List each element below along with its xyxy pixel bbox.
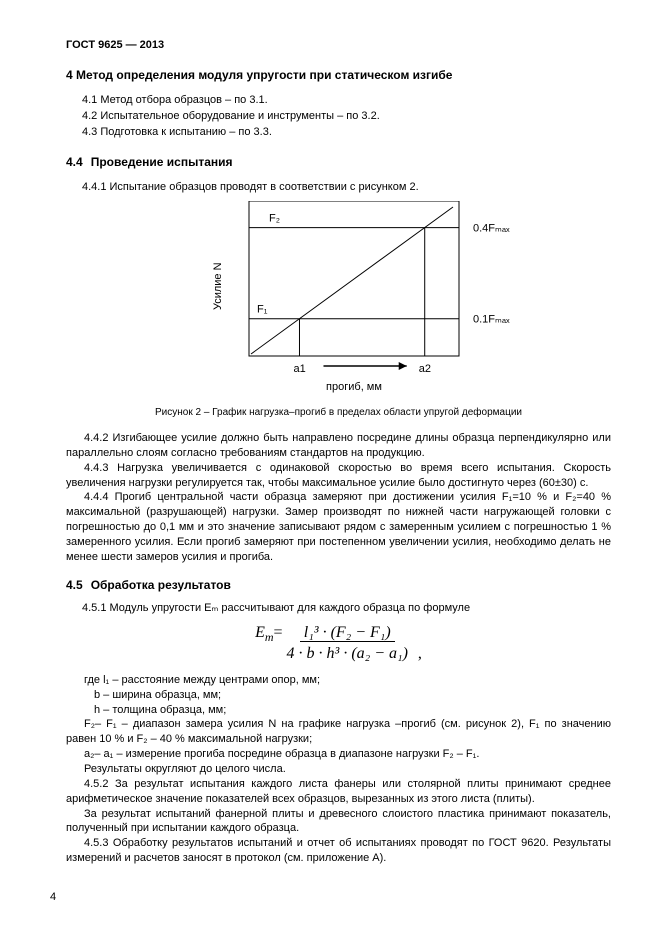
heading-text: Обработка результатов <box>91 578 231 592</box>
section-4-5-heading: 4.5 Обработка результатов <box>66 577 611 593</box>
para-4-4-4: 4.4.4 Прогиб центральной части образца з… <box>66 490 611 564</box>
para-4-1: 4.1 Метод отбора образцов – по 3.1. <box>82 93 611 108</box>
para-4-2: 4.2 Испытательное оборудование и инструм… <box>82 109 611 124</box>
svg-text:0.4Fₘₐₓ: 0.4Fₘₐₓ <box>473 222 510 234</box>
section-4-heading: 4 Метод определения модуля упругости при… <box>66 67 611 83</box>
heading-text: 4 Метод определения модуля упругости при… <box>66 68 452 82</box>
formula-comma: , <box>412 643 422 665</box>
para-4-5-2: 4.5.2 За результат испытания каждого лис… <box>66 777 611 807</box>
formula-fraction: l₁³ · (F₂ − F₁) 4 · b · h³ · (a₂ − a₁) <box>283 622 412 665</box>
heading-num: 4.5 <box>66 578 83 592</box>
para-4-5-1: 4.5.1 Модуль упругости Eₘ рассчитывают д… <box>82 601 611 616</box>
section-4-list: 4.1 Метод отбора образцов – по 3.1. 4.2 … <box>82 93 611 140</box>
svg-text:Усилие N: Усилие N <box>212 262 224 310</box>
figure-caption: Рисунок 2 – График нагрузка–прогиб в пре… <box>66 406 611 420</box>
page: ГОСТ 9625 — 2013 4 Метод определения мод… <box>0 0 661 935</box>
section-4-4-body: 4.4.2 Изгибающее усилие должно быть напр… <box>66 431 611 565</box>
heading-text: Проведение испытания <box>91 155 233 169</box>
chart-container: Усилие N F₂ F₁ 0.4Fₘₐₓ 0.1Fₘₐₓ a1 a2 прогиб, мм <box>66 201 611 396</box>
heading-num: 4.4 <box>66 155 83 169</box>
svg-text:F₁: F₁ <box>257 303 268 315</box>
svg-text:a1: a1 <box>293 363 305 375</box>
para-4-5-2b: За результат испытаний фанерной плиты и … <box>66 807 611 837</box>
formula-lhs: Em <box>255 622 273 665</box>
where-b: b – ширина образца, мм; <box>66 688 611 703</box>
where-f2f1: F₂– F₁ – диапазон замера усилия N на гра… <box>66 717 611 747</box>
svg-text:0.1Fₘₐₓ: 0.1Fₘₐₓ <box>473 313 510 325</box>
para-4-4-1: 4.4.1 Испытание образцов проводят в соот… <box>82 180 611 195</box>
where-block: где l₁ – расстояние между центрами опор,… <box>66 673 611 866</box>
where-l1: где l₁ – расстояние между центрами опор,… <box>66 673 611 688</box>
para-4-4-2: 4.4.2 Изгибающее усилие должно быть напр… <box>66 431 611 461</box>
formula-em: Em = l₁³ · (F₂ − F₁) 4 · b · h³ · (a₂ − … <box>66 622 611 665</box>
svg-text:a2: a2 <box>418 363 430 375</box>
document-id: ГОСТ 9625 — 2013 <box>66 38 611 53</box>
formula-numerator: l₁³ · (F₂ − F₁) <box>300 624 395 642</box>
para-4-3: 4.3 Подготовка к испытанию – по 3.3. <box>82 125 611 140</box>
formula-eq: = <box>274 622 283 665</box>
para-4-4-3: 4.4.3 Нагрузка увеличивается с одинаково… <box>66 461 611 491</box>
page-number: 4 <box>50 890 56 905</box>
formula-denominator: 4 · b · h³ · (a₂ − a₁) <box>283 645 412 662</box>
para-4-5-3: 4.5.3 Обработку результатов испытаний и … <box>66 836 611 866</box>
svg-text:F₂: F₂ <box>269 212 280 224</box>
where-a2a1: a₂– a₁ – измерение прогиба посредине обр… <box>66 747 611 762</box>
load-deflection-chart: Усилие N F₂ F₁ 0.4Fₘₐₓ 0.1Fₘₐₓ a1 a2 прогиб, мм <box>159 201 519 396</box>
where-round: Результаты округляют до целого числа. <box>66 762 611 777</box>
section-4-4-heading: 4.4 Проведение испытания <box>66 154 611 170</box>
where-h: h – толщина образца, мм; <box>66 703 611 718</box>
svg-text:прогиб, мм: прогиб, мм <box>326 381 382 393</box>
